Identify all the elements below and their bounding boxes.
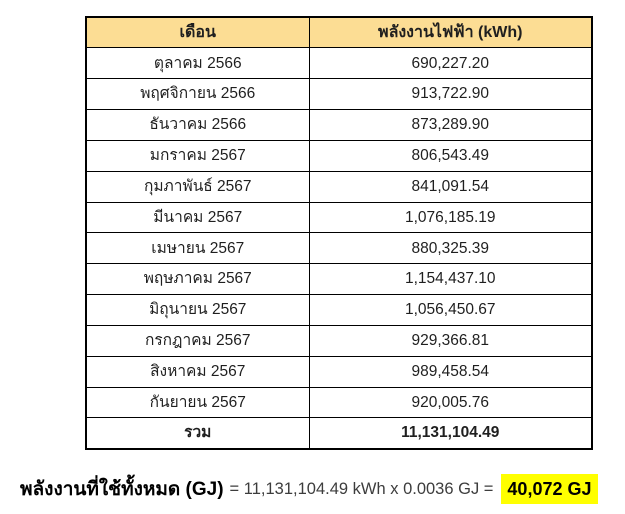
month-cell: พฤศจิกายน 2566 — [85, 78, 310, 111]
month-cell: กันยายน 2567 — [85, 386, 310, 419]
value-cell: 1,056,450.67 — [308, 294, 593, 326]
table-row: กันยายน 2567 920,005.76 — [85, 386, 593, 419]
total-row: รวม 11,131,104.49 — [85, 417, 593, 450]
table-row: พฤศจิกายน 2566 913,722.90 — [85, 78, 593, 111]
equation-label: พลังงานที่ใช้ทั้งหมด (GJ) — [20, 479, 224, 500]
total-value-cell: 11,131,104.49 — [308, 417, 593, 450]
table-row: ธันวาคม 2566 873,289.90 — [85, 109, 593, 141]
energy-column-header: พลังงานไฟฟ้า (kWh) — [308, 16, 593, 49]
month-cell: มกราคม 2567 — [85, 139, 310, 172]
table-row: มีนาคม 2567 1,076,185.19 — [85, 201, 593, 234]
month-cell: กุมภาพันธ์ 2567 — [85, 170, 310, 203]
value-cell: 989,458.54 — [308, 355, 593, 388]
total-label-cell: รวม — [85, 417, 310, 450]
table-body: ตุลาคม 2566 690,227.20 พฤศจิกายน 2566 91… — [85, 47, 593, 419]
table-row: กรกฎาคม 2567 929,366.81 — [85, 324, 593, 357]
equation-result-highlight: 40,072 GJ — [501, 474, 598, 504]
month-cell: พฤษภาคม 2567 — [85, 263, 310, 296]
value-cell: 690,227.20 — [308, 47, 593, 80]
table-row: พฤษภาคม 2567 1,154,437.10 — [85, 263, 593, 296]
month-cell: เมษายน 2567 — [85, 232, 310, 265]
equation-expression: = 11,131,104.49 kWh x 0.0036 GJ = — [229, 479, 494, 498]
energy-table-head: เดือน พลังงานไฟฟ้า (kWh) — [85, 16, 593, 49]
table-row: กุมภาพันธ์ 2567 841,091.54 — [85, 170, 593, 203]
month-cell: กรกฎาคม 2567 — [85, 324, 310, 357]
table-row: เมษายน 2567 880,325.39 — [85, 232, 593, 265]
month-cell: มีนาคม 2567 — [85, 201, 310, 234]
month-cell: สิงหาคม 2567 — [85, 355, 310, 388]
value-cell: 929,366.81 — [308, 324, 593, 357]
value-cell: 873,289.90 — [308, 109, 593, 141]
energy-table-container: เดือน พลังงานไฟฟ้า (kWh) ตุลาคม 2566 690… — [85, 16, 593, 450]
total-energy-equation: พลังงานที่ใช้ทั้งหมด (GJ) = 11,131,104.4… — [20, 471, 620, 507]
month-cell: ธันวาคม 2566 — [85, 109, 310, 141]
month-cell: มิถุนายน 2567 — [85, 294, 310, 326]
value-cell: 1,076,185.19 — [308, 201, 593, 234]
table-row: สิงหาคม 2567 989,458.54 — [85, 355, 593, 388]
table-row: ตุลาคม 2566 690,227.20 — [85, 47, 593, 80]
value-cell: 920,005.76 — [308, 386, 593, 419]
value-cell: 1,154,437.10 — [308, 263, 593, 296]
value-cell: 880,325.39 — [308, 232, 593, 265]
table-row: มิถุนายน 2567 1,056,450.67 — [85, 294, 593, 326]
table-row: มกราคม 2567 806,543.49 — [85, 139, 593, 172]
month-column-header: เดือน — [85, 16, 310, 49]
header-row: เดือน พลังงานไฟฟ้า (kWh) — [85, 16, 593, 49]
energy-table: เดือน พลังงานไฟฟ้า (kWh) ตุลาคม 2566 690… — [85, 16, 593, 450]
value-cell: 841,091.54 — [308, 170, 593, 203]
month-cell: ตุลาคม 2566 — [85, 47, 310, 80]
value-cell: 913,722.90 — [308, 78, 593, 111]
value-cell: 806,543.49 — [308, 139, 593, 172]
table-foot: รวม 11,131,104.49 — [85, 417, 593, 450]
